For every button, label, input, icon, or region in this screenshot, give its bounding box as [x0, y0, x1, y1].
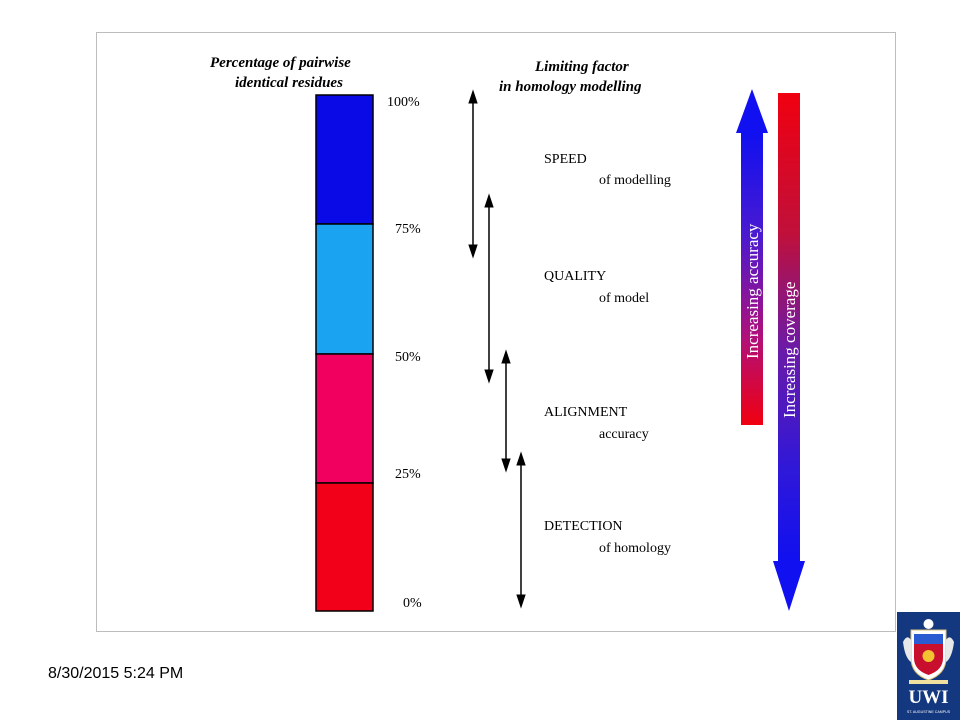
homology-diagram: Percentage of pairwise identical residue… [210, 55, 805, 612]
range-arrow-quality [484, 193, 494, 384]
homology-figure: Percentage of pairwise identical residue… [96, 32, 896, 632]
band-50-75 [315, 223, 374, 355]
header-left-line1: Percentage of pairwise [210, 55, 351, 71]
factor-detection-title: DETECTION [544, 519, 623, 534]
factor-alignment-title: ALIGNMENT [544, 405, 628, 420]
header-right-line1: Limiting factor [534, 59, 629, 75]
range-arrow-detection [516, 451, 526, 609]
uwi-logo: UWI ST. AUGUSTINE CAMPUS [897, 612, 960, 720]
range-arrow-speed [468, 89, 478, 259]
factor-speed-title: SPEED [544, 152, 587, 167]
tick-100: 100% [387, 95, 420, 110]
factor-quality-subtitle: of model [599, 291, 649, 306]
tick-75: 75% [395, 222, 421, 237]
coverage-arrow: Increasing coverage [773, 93, 805, 611]
tick-25: 25% [395, 467, 421, 482]
accuracy-arrow: Increasing accuracy [736, 89, 768, 425]
percentage-bar [315, 94, 374, 612]
factor-detection-subtitle: of homology [599, 541, 671, 556]
band-25-50 [315, 353, 374, 484]
accuracy-label: Increasing accuracy [743, 223, 762, 359]
tick-50: 50% [395, 350, 421, 365]
logo-text: UWI [908, 687, 948, 708]
uwi-crest-icon: UWI ST. AUGUSTINE CAMPUS [903, 619, 954, 714]
band-0-25 [315, 482, 374, 612]
coverage-label: Increasing coverage [780, 282, 799, 418]
factor-quality-title: QUALITY [544, 269, 606, 284]
header-right-line2: in homology modelling [499, 79, 642, 95]
factor-speed-subtitle: of modelling [599, 173, 671, 188]
logo-subtext: ST. AUGUSTINE CAMPUS [907, 710, 951, 714]
tick-0: 0% [403, 596, 422, 611]
band-75-100 [315, 94, 374, 225]
header-left-line2: identical residues [235, 75, 343, 91]
footer-date: 8/30/2015 5:24 PM [48, 665, 184, 682]
range-arrow-alignment [501, 349, 511, 473]
factor-alignment-subtitle: accuracy [599, 427, 649, 442]
